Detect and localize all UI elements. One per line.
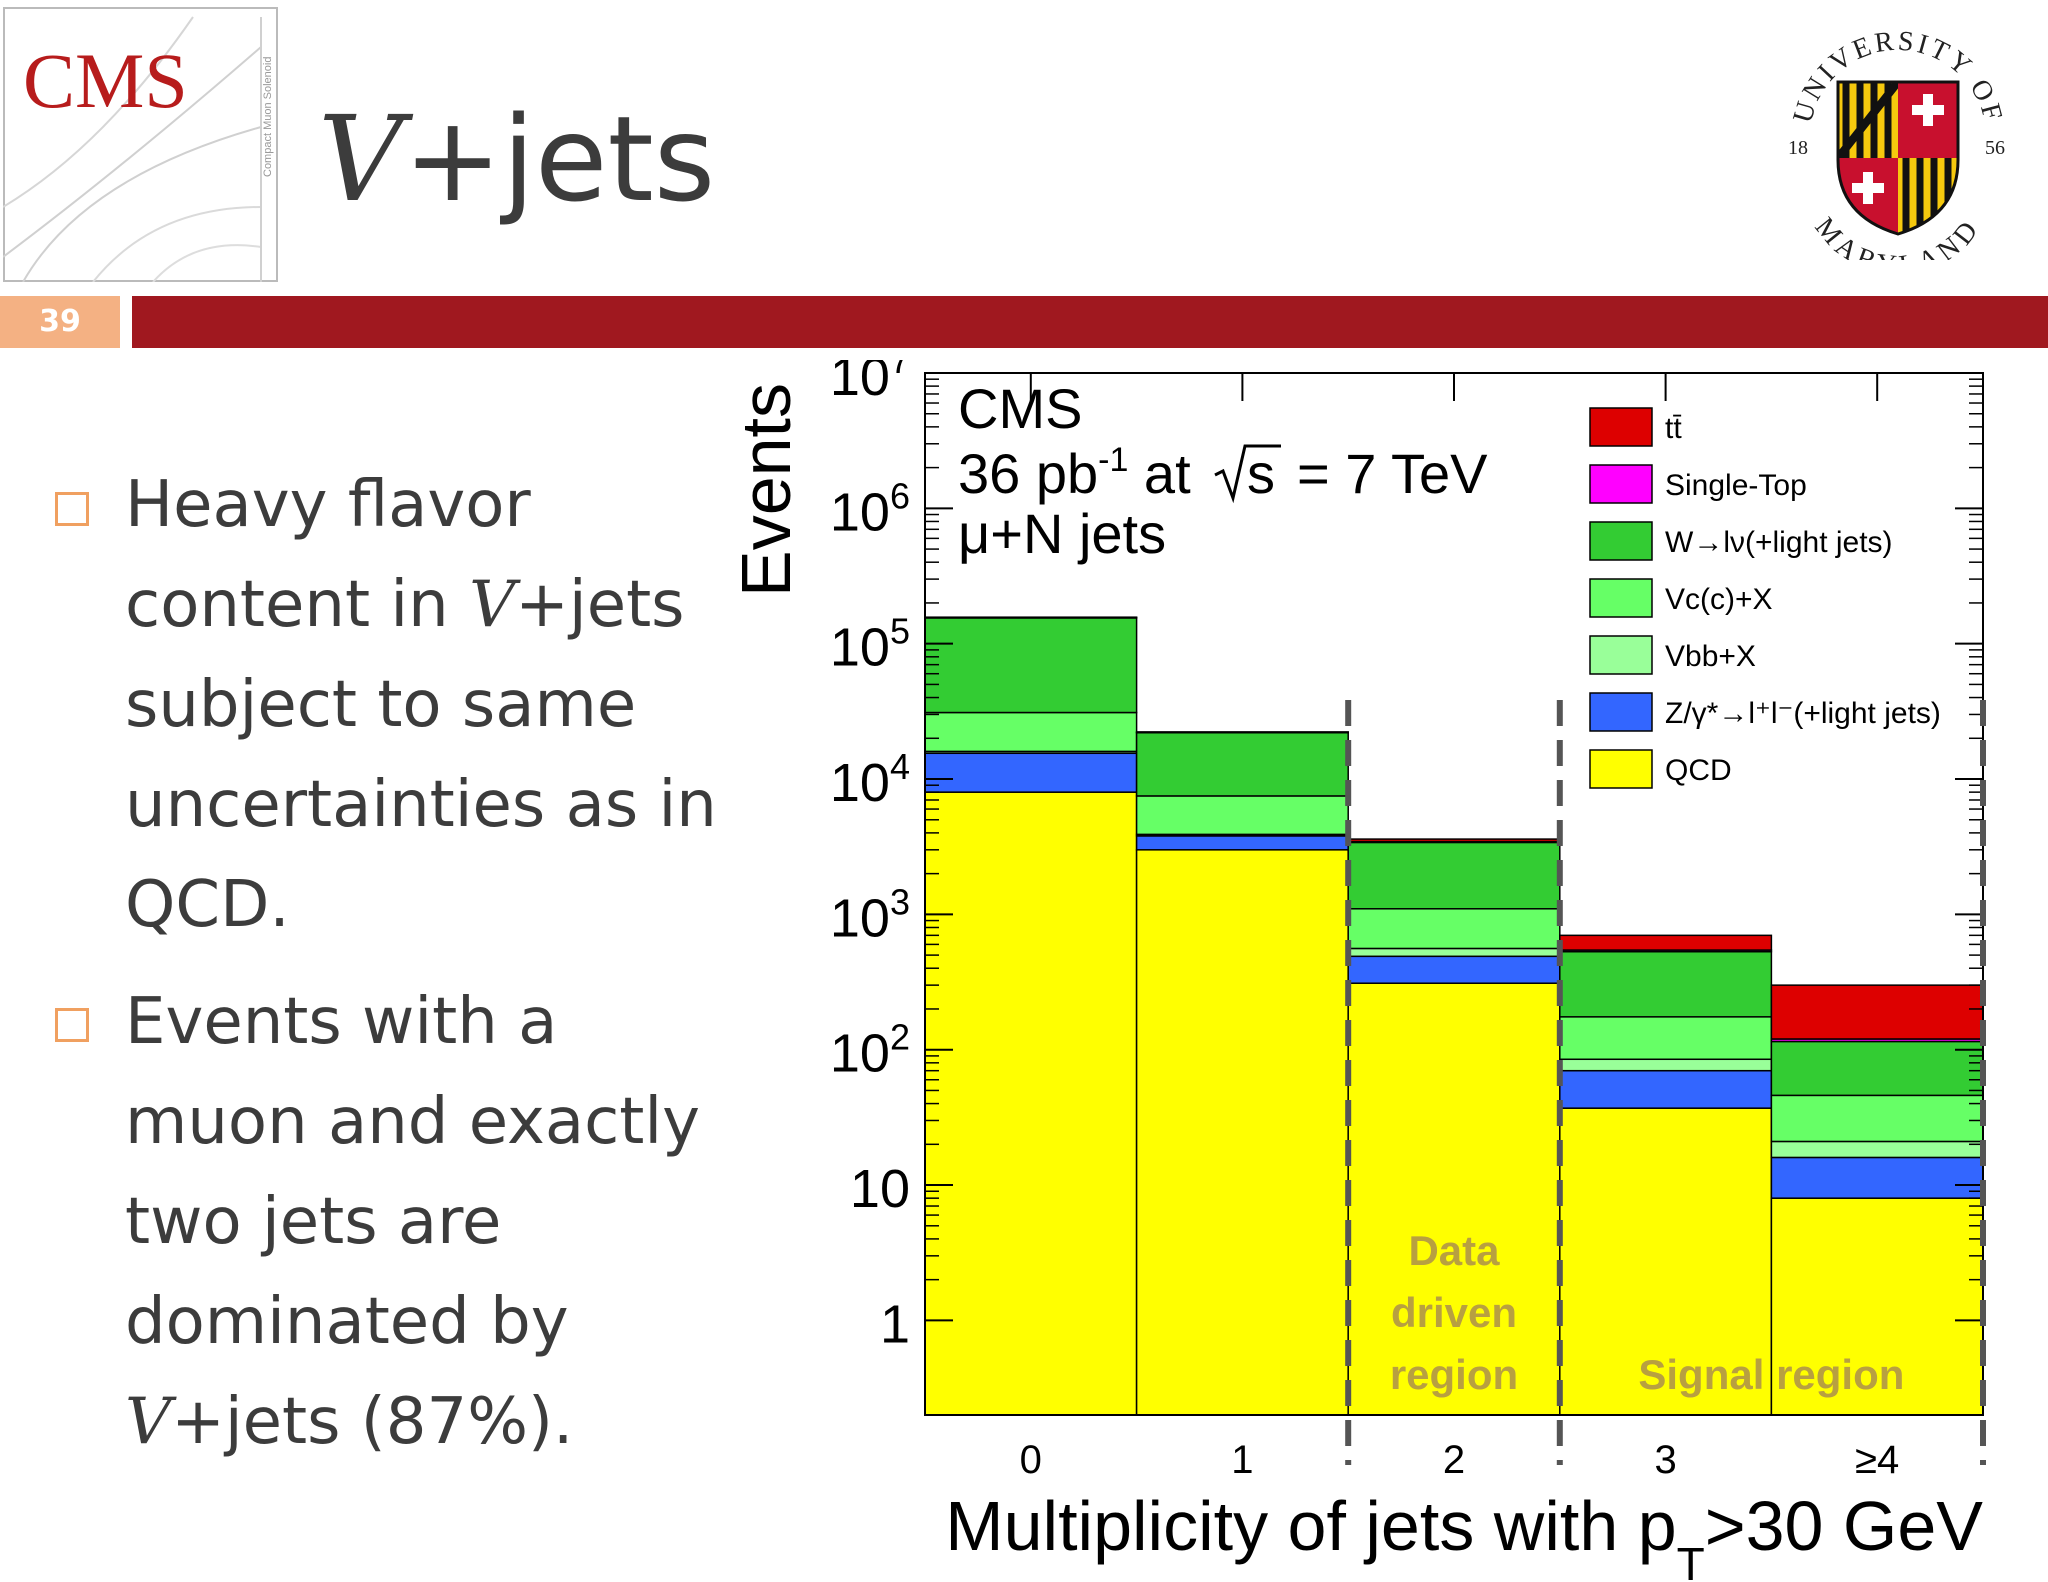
bullet-2-line-3: two jets are [125, 1185, 502, 1259]
bar-1-series-6 [1135, 731, 1349, 734]
seal-shield-icon [1838, 82, 1958, 234]
bar-4-series-6 [1770, 984, 1984, 1040]
cms-logo-text: CMS [23, 37, 188, 124]
slide-title: V+jets [318, 100, 715, 218]
legend-swatch-1 [1589, 464, 1653, 504]
bar-3-series-1 [1559, 1069, 1773, 1109]
legend: tt̄ Single-Top W→lν(+light jets) Vc(c)+X Vbb… [1589, 407, 1941, 789]
bar-0-series-4 [924, 617, 1138, 714]
cms-logo-subtext: Compact Muon Solenoid [262, 57, 274, 177]
bar-3-series-3 [1559, 1016, 1773, 1061]
legend-swatch-0 [1589, 407, 1653, 447]
y-tick-label-7: 1 [880, 1294, 910, 1354]
legend-swatch-6 [1589, 749, 1653, 789]
legend-swatch-4 [1589, 635, 1653, 675]
x-tick-label-2: 2 [1443, 1438, 1465, 1482]
data-region-line-1: driven [1391, 1289, 1517, 1336]
legend-label-4: Vbb+X [1665, 640, 1756, 673]
signal-region-label: Signal region [1638, 1351, 1904, 1398]
bar-4-series-4 [1770, 1040, 1984, 1097]
bar-0-series-3 [924, 711, 1138, 753]
seal-year-right: 56 [1985, 137, 2005, 159]
bar-2-series-2 [1347, 947, 1561, 958]
lumi-label: 36 pb-1 at [958, 441, 1191, 505]
slide-number: 39 [0, 296, 120, 348]
data-region-line-2: region [1390, 1351, 1518, 1398]
y-tick-label-6: 10 [850, 1159, 910, 1219]
bar-4-series-1 [1770, 1156, 1984, 1199]
y-tick-label-5: 102 [830, 1017, 910, 1084]
bullet-1-line-1: Heavy flavor [125, 468, 531, 542]
x-tick-label-4: ≥4 [1855, 1438, 1899, 1482]
legend-label-5: Z/γ*→l⁺l⁻(+light jets) [1665, 697, 1941, 730]
x-tick-label-3: 3 [1654, 1438, 1676, 1482]
y-tick-label-4: 103 [830, 881, 910, 948]
bullet-marker [55, 492, 89, 526]
bar-2-series-4 [1347, 841, 1561, 910]
bars-layer [924, 616, 1984, 1416]
bar-4-series-3 [1770, 1094, 1984, 1143]
legend-label-0: tt̄ [1665, 412, 1682, 445]
bar-4-series-2 [1770, 1140, 1984, 1159]
legend-swatch-2 [1589, 521, 1653, 561]
bar-1-series-0 [1135, 849, 1349, 1416]
slide-title-rest: +jets [403, 90, 716, 228]
bullet-1-line-2: content in V+jets [125, 568, 685, 642]
umd-seal: UNIVERSITY OF MARYLAND 18 56 [1787, 26, 2005, 260]
y-tick-label-3: 104 [830, 746, 910, 813]
bullet-1: Heavy flavor content in V+jets subject t… [125, 455, 725, 955]
bar-2-series-6 [1347, 838, 1561, 843]
legend-label-2: W→lν(+light jets) [1665, 526, 1893, 559]
axis-ticks [925, 372, 1983, 1322]
title-bar [132, 296, 2048, 348]
legend-label-6: QCD [1665, 754, 1732, 787]
bar-0-series-0 [924, 791, 1138, 1416]
bar-3-series-0 [1559, 1107, 1773, 1416]
energy-sqrt-label: s [1247, 442, 1275, 505]
bar-3-series-6 [1559, 934, 1773, 951]
legend-label-3: Vc(c)+X [1665, 583, 1773, 616]
seal-year-left: 18 [1788, 137, 1808, 159]
y-axis-title: Events [727, 383, 805, 597]
bar-2-series-1 [1347, 955, 1561, 984]
bullet-2-line-4: dominated by [125, 1285, 569, 1359]
x-axis-title: Multiplicity of jets with pT>30 GeV [945, 1487, 1983, 1582]
bar-3-series-4 [1559, 950, 1773, 1018]
bullet-2: Events with a muon and exactly two jets … [125, 972, 725, 1472]
bar-1-series-4 [1135, 731, 1349, 797]
legend-swatch-5 [1589, 692, 1653, 732]
bullet-2-line-1: Events with a [125, 985, 558, 1059]
bar-2-series-0 [1347, 982, 1561, 1416]
legend-swatch-3 [1589, 578, 1653, 618]
channel-label: μ+N jets [958, 502, 1166, 565]
bullet-1-line-4: uncertainties as in [125, 768, 717, 842]
bar-1-series-3 [1135, 795, 1349, 836]
y-tick-label-1: 106 [830, 475, 910, 542]
bullet-1-line-5: QCD. [125, 868, 290, 942]
y-tick-label-2: 105 [830, 611, 910, 678]
bullet-marker [55, 1008, 89, 1042]
sqrt-icon [1214, 444, 1281, 504]
legend-label-1: Single-Top [1665, 469, 1807, 502]
bar-4-series-0 [1770, 1197, 1984, 1416]
bar-1-series-1 [1135, 835, 1349, 851]
bar-2-series-3 [1347, 908, 1561, 950]
bullet-1-line-3: subject to same [125, 668, 637, 742]
y-tick-label-0: 107 [830, 360, 910, 407]
cms-logo: CMS Compact Muon Solenoid [3, 7, 278, 282]
bullet-2-line-5: V+jets (87%). [125, 1385, 574, 1459]
data-region-line-0: Data [1408, 1227, 1500, 1274]
x-tick-label-0: 0 [1020, 1438, 1042, 1482]
bullet-2-line-2: muon and exactly [125, 1085, 700, 1159]
bar-0-series-1 [924, 752, 1138, 793]
cms-label: CMS [958, 377, 1082, 440]
bar-3-series-2 [1559, 1058, 1773, 1072]
x-tick-label-1: 1 [1231, 1438, 1253, 1482]
energy-label: = 7 TeV [1297, 442, 1488, 505]
slide-title-v: V [318, 90, 404, 228]
